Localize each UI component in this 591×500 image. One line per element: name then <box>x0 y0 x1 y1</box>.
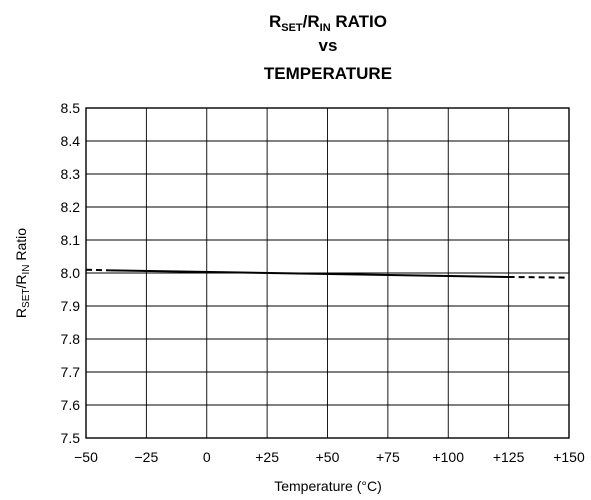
y-tick-label: 7.8 <box>61 331 81 347</box>
y-tick-label: 8.0 <box>61 265 81 281</box>
x-tick-label: +100 <box>432 449 464 465</box>
y-tick-labels: 7.5 7.6 7.7 7.8 7.9 8.0 8.1 8.2 8.3 8.4 8.5 <box>61 100 81 446</box>
chart-title-line2: vs <box>319 36 338 55</box>
grid <box>86 108 569 438</box>
y-tick-label: 8.3 <box>61 166 81 182</box>
y-tick-label: 7.5 <box>61 430 81 446</box>
y-tick-label: 8.5 <box>61 100 81 116</box>
chart-title-line1: RSET/RIN RATIO <box>269 12 387 34</box>
y-tick-label: 8.1 <box>61 232 81 248</box>
chart-title-line3: TEMPERATURE <box>264 64 392 83</box>
x-tick-label: +50 <box>316 449 340 465</box>
x-tick-label: +125 <box>493 449 525 465</box>
series-layer <box>85 268 570 279</box>
series-line-dashed <box>85 268 111 272</box>
series-line-solid <box>110 269 509 278</box>
plot-frame <box>85 107 570 439</box>
y-tick-label: 7.9 <box>61 298 81 314</box>
y-tick-label: 7.7 <box>61 364 81 380</box>
x-tick-labels: −50 −25 0 +25 +50 +75 +100 +125 +150 <box>74 449 585 465</box>
y-axis-label: RSET/RIN Ratio <box>13 228 32 318</box>
y-tick-label: 7.6 <box>61 397 81 413</box>
y-tick-label: 8.4 <box>61 133 81 149</box>
x-axis-label: Temperature (°C) <box>274 478 382 494</box>
series-line-dashed <box>508 275 570 279</box>
x-tick-label: +75 <box>376 449 400 465</box>
x-tick-label: 0 <box>203 449 211 465</box>
x-tick-label: −50 <box>74 449 98 465</box>
x-tick-label: −25 <box>135 449 159 465</box>
x-tick-label: +150 <box>553 449 585 465</box>
x-tick-label: +25 <box>255 449 279 465</box>
y-tick-label: 8.2 <box>61 199 81 215</box>
